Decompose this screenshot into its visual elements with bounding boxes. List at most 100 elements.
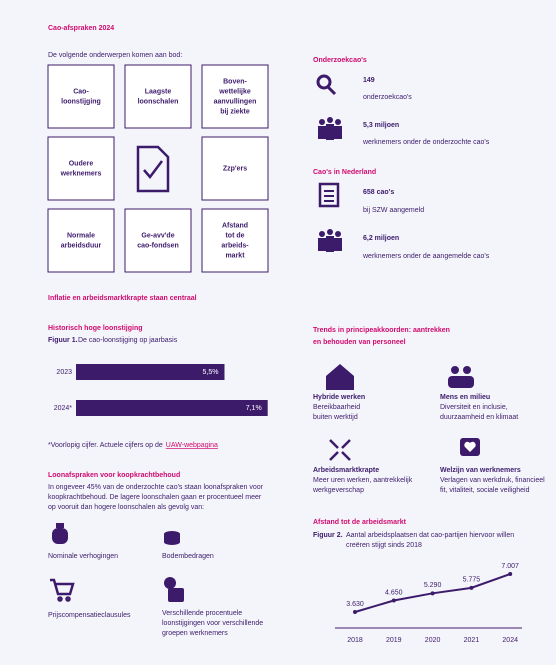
footnote-text: *Voorlopig cijfer. Actuele cijfers op de <box>48 442 163 449</box>
checklist-icon <box>136 145 170 193</box>
trend-text: buiten werktijd <box>313 414 358 421</box>
data-point <box>430 591 435 596</box>
x-tick-label: 2024 <box>502 637 518 644</box>
intro-text: De volgende onderwerpen komen aan bod: <box>48 52 182 59</box>
stat-value: 149 <box>363 77 375 84</box>
trend-text: duurzaamheid en klimaat <box>440 414 518 421</box>
bar-value-label: 7,1% <box>246 405 262 412</box>
figure-caption: De cao-loonstijging op jaarbasis <box>78 337 178 344</box>
topic-label: bij ziekte <box>220 108 250 115</box>
stats-heading: Onderzoekcao's <box>313 57 367 64</box>
topic-label: arbeidsduur <box>61 242 102 249</box>
home-worker-icon <box>326 364 354 390</box>
topic-label: Afstand <box>222 222 248 229</box>
item-label: Bodembedragen <box>162 553 214 560</box>
trend-title: Welzijn van werknemers <box>440 467 521 474</box>
section-title: Inflatie en arbeidsmarktkrapte staan cen… <box>48 295 197 302</box>
figure-caption: Aantal arbeidsplaatsen dat cao-partijen … <box>346 532 514 539</box>
topic-label: Normale <box>67 232 95 239</box>
topic-label: loonschalen <box>138 98 179 105</box>
block-text: koopkrachtbehoud. De lagere loonschalen … <box>48 494 262 501</box>
arrows-icon <box>329 439 351 461</box>
magnifier-icon <box>316 74 337 96</box>
bar-category: 2023 <box>56 369 72 376</box>
point-label: 5.775 <box>463 577 481 584</box>
topic-label: cao-fondsen <box>137 242 179 249</box>
trend-text: fit, vitaliteit, sociale veiligheid <box>440 487 530 494</box>
topic-box <box>47 136 115 201</box>
heart-icon <box>460 438 480 456</box>
block-title: Trends in principeakkoorden: aantrekken <box>313 327 450 334</box>
trend-title: Arbeidsmarktkrapte <box>313 467 379 474</box>
data-point <box>508 572 513 576</box>
stat-value: 5,3 miljoen <box>363 122 399 129</box>
page-title: Cao-afspraken 2024 <box>48 25 114 32</box>
bar-value-label: 5,5% <box>203 369 219 376</box>
percent-icon <box>164 577 184 602</box>
moneybag-icon <box>52 523 68 544</box>
block-text: op vooruit dan hogere loonschalen als ge… <box>48 504 204 511</box>
stat-label: werknemers onder de onderzochte cao's <box>362 139 490 146</box>
item-label: Nominale verhogingen <box>48 553 118 560</box>
item-label: Verschillende procentuele <box>162 610 242 617</box>
topic-label: aanvullingen <box>214 98 257 105</box>
coins-icon <box>164 531 180 545</box>
trend-text: werkgeverschap <box>312 487 364 494</box>
trend-title: Mens en milieu <box>440 394 490 401</box>
x-tick-label: 2020 <box>425 637 441 644</box>
topic-label: Ge-avv'de <box>141 232 174 239</box>
stats-heading: Cao's in Nederland <box>313 169 376 176</box>
footnote-link[interactable]: UAW-webpagina <box>166 442 218 449</box>
data-point <box>391 598 396 603</box>
topic-box <box>201 208 269 273</box>
topic-box <box>124 208 192 273</box>
stat-label: bij SZW aangemeld <box>363 207 424 214</box>
point-label: 7.007 <box>501 563 519 570</box>
topic-box <box>201 64 269 129</box>
people-icon <box>318 229 342 252</box>
figure-label: Figuur 2. <box>313 532 343 539</box>
trend-title: Hybride werken <box>313 394 365 401</box>
chart-title: Afstand tot de arbeidsmarkt <box>313 519 407 526</box>
trend-text: Verlagen van werkdruk, financieel <box>440 477 545 484</box>
stat-value: 6,2 miljoen <box>363 235 399 242</box>
x-tick-label: 2018 <box>347 637 363 644</box>
cart-icon <box>50 578 75 602</box>
point-label: 4.650 <box>385 589 403 596</box>
topic-label: loonstijging <box>61 98 101 105</box>
x-tick-label: 2019 <box>386 637 402 644</box>
topic-label: Oudere <box>69 160 94 167</box>
trend-text: Diversiteit en inclusie, <box>440 404 508 411</box>
topic-box <box>124 64 192 129</box>
item-label: Prijscompensatieclausules <box>48 612 131 619</box>
x-tick-label: 2021 <box>464 637 480 644</box>
people-pair-icon <box>448 366 474 388</box>
topic-label: markt <box>225 252 245 259</box>
figure-caption: creëren stijgt sinds 2018 <box>346 542 422 549</box>
trend-text: Meer uren werken, aantrekkelijk <box>313 477 413 484</box>
item-label: loonstijgingen voor verschillende <box>162 620 263 627</box>
bar-category: 2024* <box>54 405 73 412</box>
block-title: Loonafspraken voor koopkrachtbehoud <box>48 472 180 479</box>
topic-label: Zzp'ers <box>223 165 247 172</box>
document-icon <box>318 182 340 208</box>
topic-label: werknemers <box>60 170 102 177</box>
topic-label: Boven- <box>223 78 247 85</box>
footnote: *Voorlopig cijfer. Actuele cijfers op de… <box>48 442 218 449</box>
data-point <box>353 610 357 614</box>
topic-label: arbeids- <box>221 242 249 249</box>
trend-text: Bereikbaarheid <box>313 404 360 411</box>
point-label: 5.290 <box>424 582 442 589</box>
block-title: en behouden van personeel <box>313 339 406 346</box>
topic-box <box>201 136 269 201</box>
block-text: In ongeveer 45% van de onderzochte cao's… <box>48 484 264 491</box>
stat-value: 658 cao's <box>363 189 394 196</box>
bar <box>76 364 225 380</box>
topic-box <box>47 64 115 129</box>
topic-box <box>47 208 115 273</box>
item-label: groepen werknemers <box>162 630 228 637</box>
figure-label: Figuur 1. <box>48 337 78 344</box>
topic-label: Laagste <box>145 88 172 95</box>
data-point <box>469 585 474 590</box>
point-label: 3.630 <box>346 601 364 608</box>
